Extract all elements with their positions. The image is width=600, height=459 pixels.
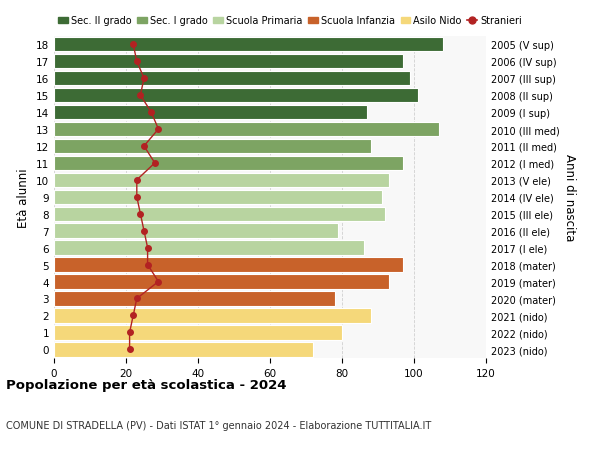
Bar bbox=[54, 89, 418, 103]
Y-axis label: Età alunni: Età alunni bbox=[17, 168, 31, 227]
Text: COMUNE DI STRADELLA (PV) - Dati ISTAT 1° gennaio 2024 - Elaborazione TUTTITALIA.: COMUNE DI STRADELLA (PV) - Dati ISTAT 1°… bbox=[6, 420, 431, 430]
Bar bbox=[54, 308, 371, 323]
Bar bbox=[54, 291, 335, 306]
Bar bbox=[54, 140, 371, 154]
Y-axis label: Anni di nascita: Anni di nascita bbox=[563, 154, 576, 241]
Bar bbox=[54, 207, 385, 221]
Bar bbox=[54, 325, 342, 340]
Bar bbox=[54, 157, 403, 171]
Bar bbox=[54, 224, 338, 238]
Bar bbox=[54, 55, 403, 69]
Bar bbox=[54, 190, 382, 205]
Bar bbox=[54, 342, 313, 357]
Bar bbox=[54, 123, 439, 137]
Bar bbox=[54, 275, 389, 289]
Bar bbox=[54, 258, 403, 272]
Bar bbox=[54, 38, 443, 52]
Bar bbox=[54, 106, 367, 120]
Text: Popolazione per età scolastica - 2024: Popolazione per età scolastica - 2024 bbox=[6, 379, 287, 392]
Bar bbox=[54, 72, 410, 86]
Bar bbox=[54, 241, 364, 255]
Bar bbox=[54, 173, 389, 188]
Legend: Sec. II grado, Sec. I grado, Scuola Primaria, Scuola Infanzia, Asilo Nido, Stran: Sec. II grado, Sec. I grado, Scuola Prim… bbox=[54, 12, 526, 30]
